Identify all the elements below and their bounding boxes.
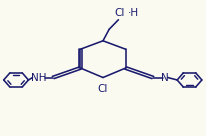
Text: Cl: Cl (114, 8, 125, 18)
Text: N: N (161, 72, 169, 83)
Text: NH: NH (31, 72, 47, 83)
Text: ·H: ·H (128, 8, 139, 18)
Text: Cl: Cl (98, 84, 108, 94)
